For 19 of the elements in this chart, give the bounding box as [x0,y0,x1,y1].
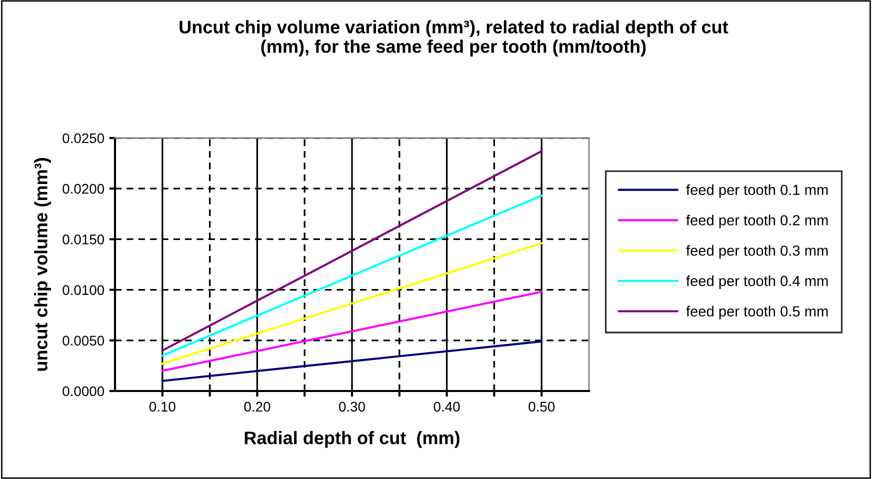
y-tick-label: 0.0150 [62,234,104,244]
y-tick-label: 0.0250 [62,133,104,144]
y-tick-label: 0.0100 [62,285,104,295]
legend-label: feed per tooth 0.1 mm [686,184,828,198]
legend-label: feed per tooth 0.4 mm [686,275,828,290]
legend-label: feed per tooth 0.2 mm [686,214,828,228]
x-axis-title: Radial depth of cut (mm) [244,431,460,448]
x-tick-label: 0.50 [528,402,555,412]
x-tick-label: 0.10 [149,402,176,412]
x-tick-label: 0.30 [339,402,365,412]
y-tick-label: 0.0000 [62,386,104,396]
y-tick-label: 0.0200 [62,184,104,194]
legend-label: feed per tooth 0.5 mm [686,306,828,320]
y-axis-title: uncut chip volume (mm³) [34,158,51,371]
y-tick-label: 0.0050 [62,336,104,346]
x-tick-label: 0.20 [244,402,270,412]
chart-title: Uncut chip volume variation (mm³), related to radial depth of cut (mm), for the same feed per tooth (mm/tooth) [180,20,728,56]
legend-label: feed per tooth 0.3 mm [686,245,828,259]
x-tick-label: 0.40 [434,402,460,412]
